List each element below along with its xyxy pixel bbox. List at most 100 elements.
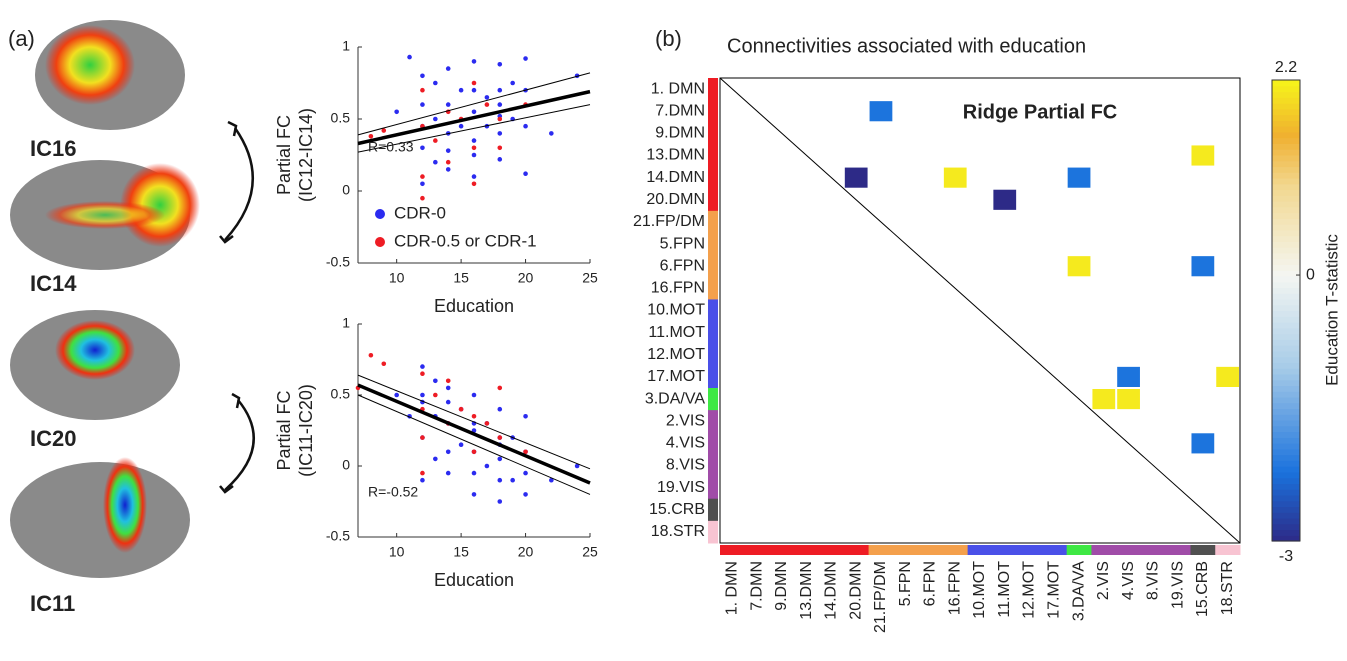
annotation: R=-0.52 (368, 484, 418, 500)
row-group-strip (708, 166, 718, 190)
colorbar-slice (1272, 483, 1300, 490)
colorbar-slice (1272, 212, 1300, 219)
point (394, 392, 399, 398)
brain-label: IC16 (30, 136, 76, 161)
row-label: 15.CRB (649, 501, 705, 518)
col-group-strip (1066, 545, 1092, 555)
ci-line (357, 104, 591, 153)
point (497, 145, 503, 151)
point (445, 167, 451, 172)
col-label: 21.FP/DM (872, 561, 889, 633)
point (471, 152, 477, 158)
colorbar-slice (1272, 91, 1300, 98)
colorbar-slice (1272, 97, 1300, 104)
point (433, 378, 438, 384)
point (523, 449, 528, 455)
point (471, 392, 477, 398)
col-group-strip (1091, 545, 1117, 555)
point (471, 174, 477, 179)
point (484, 421, 490, 426)
row-group-strip (708, 233, 718, 256)
colorbar-slice (1272, 425, 1300, 433)
row-label: 4.VIS (666, 435, 705, 452)
colorbar-slice (1272, 535, 1300, 542)
point (420, 102, 425, 107)
colorbar-slice (1272, 448, 1300, 456)
diagonal (719, 77, 1241, 544)
point (484, 102, 490, 107)
colorbar-slice (1272, 218, 1300, 225)
colorbar-slice (1272, 373, 1300, 381)
point (523, 414, 528, 419)
colorbar-slice (1272, 252, 1300, 260)
point (420, 195, 425, 201)
point (471, 181, 477, 187)
colorbar-slice (1272, 304, 1300, 312)
panel-label: (a) (8, 26, 35, 51)
colorbar-slice (1272, 270, 1300, 277)
col-label: 2.VIS (1095, 561, 1112, 600)
col-group-strip (1165, 545, 1191, 555)
annotation: Ridge Partial FC (963, 101, 1117, 123)
col-label: 8.VIS (1145, 561, 1162, 600)
point (574, 463, 580, 469)
colorbar-slice (1272, 512, 1300, 519)
colorbar-slice (1272, 454, 1300, 461)
col-group-strip (769, 545, 795, 555)
row-group-strip (708, 476, 718, 500)
cell (1117, 366, 1140, 387)
col-label: 4.VIS (1120, 561, 1137, 600)
cell (1092, 389, 1116, 410)
ci-line (357, 374, 591, 470)
row-label: 8.VIS (666, 457, 705, 474)
row-group-strip (708, 144, 718, 168)
row-group-strip (708, 365, 718, 389)
cell (1067, 256, 1091, 277)
point (471, 449, 477, 455)
col-group-strip (744, 545, 771, 555)
col-label: 15.CRB (1194, 561, 1211, 617)
col-label: 6.FPN (922, 561, 939, 606)
point (445, 102, 451, 107)
ci-line (357, 72, 591, 136)
point (471, 470, 477, 476)
brain-label: IC20 (30, 426, 76, 451)
row-group-strip (708, 432, 718, 455)
row-label: 12.MOT (647, 346, 705, 363)
point (445, 399, 451, 405)
col-group-strip (942, 545, 969, 555)
arrow (224, 127, 254, 241)
point (445, 378, 451, 384)
col-group-strip (992, 545, 1018, 555)
colorbar-slice (1272, 149, 1300, 156)
row-group-strip (708, 78, 718, 101)
row-label: 5.FPN (660, 235, 705, 252)
point (471, 59, 477, 64)
colorbar-slice (1272, 494, 1300, 502)
colorbar-slice (1272, 166, 1300, 173)
row-label: 9.DMN (655, 125, 705, 142)
col-label: 14.DMN (823, 561, 840, 620)
y-axis-label: (IC11-IC20) (296, 384, 316, 477)
col-label: 18.STR (1219, 561, 1236, 615)
y-tick-label: -0.5 (326, 528, 350, 544)
colorbar-frame (1271, 79, 1301, 542)
colorbar-slice (1272, 160, 1300, 168)
point (484, 95, 490, 100)
x-axis-label: Education (434, 570, 514, 590)
colorbar-slice (1272, 103, 1300, 110)
colorbar-slice (1272, 471, 1300, 479)
colorbar-slice (1272, 356, 1300, 363)
point (458, 87, 464, 93)
col-label: 20.DMN (847, 561, 864, 620)
row-group-strip (708, 520, 718, 544)
colorbar-slice (1272, 201, 1300, 208)
point (445, 148, 451, 153)
y-tick-label: 0 (342, 457, 350, 473)
colorbar-tick-label: 2.2 (1275, 59, 1297, 76)
point (420, 371, 425, 377)
col-label: 3.DA/VA (1070, 561, 1087, 622)
colorbar-slice (1272, 529, 1300, 536)
cell (1216, 366, 1239, 387)
col-group-strip (868, 545, 894, 555)
